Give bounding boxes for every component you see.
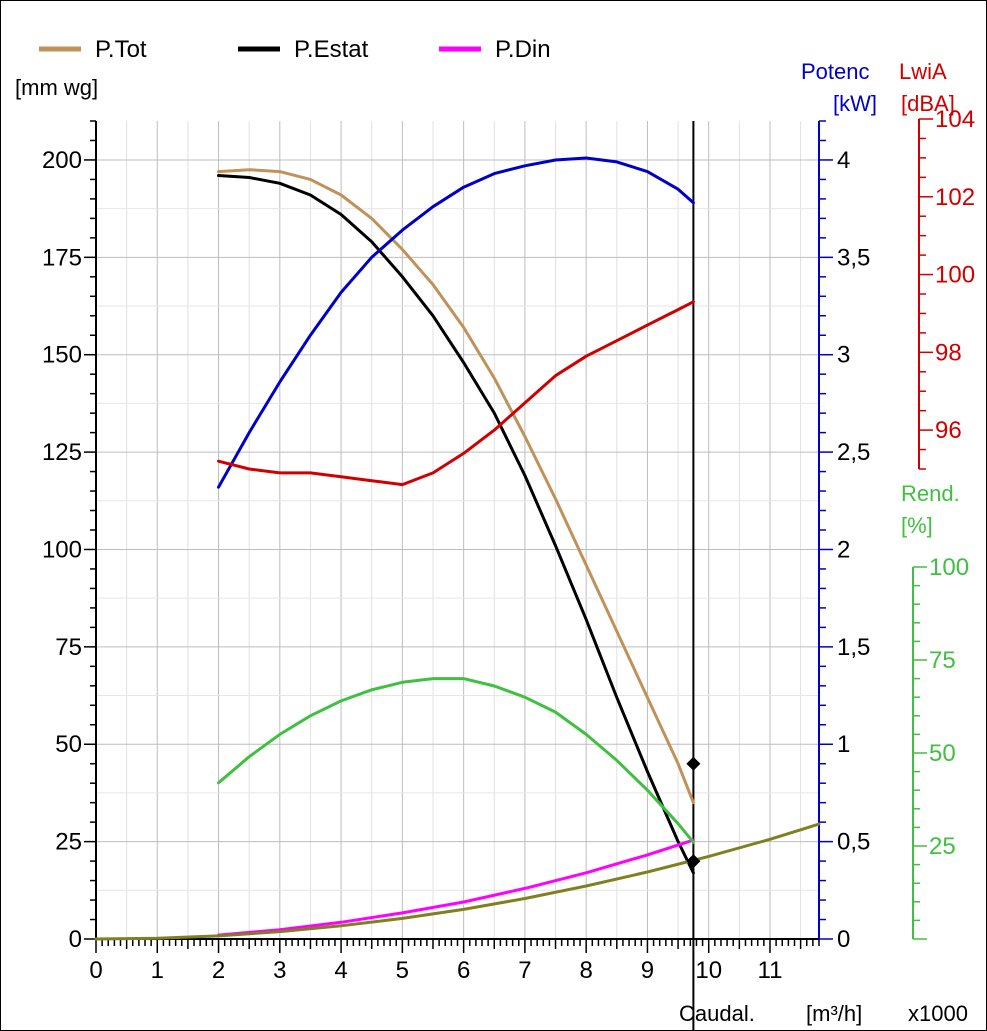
x-tick-label: 1 [151, 957, 164, 984]
sound-tick-label: 100 [935, 262, 975, 289]
efficiency-tick-label: 75 [929, 647, 956, 674]
power-tick-label: 3,5 [837, 244, 870, 271]
efficiency-tick-label: 50 [929, 740, 956, 767]
pressure-tick-label: 25 [55, 829, 82, 856]
sound-tick-label: 98 [935, 339, 962, 366]
operating-marker [686, 854, 701, 869]
efficiency-tick-label: 25 [929, 833, 956, 860]
power-tick-label: 2,5 [837, 439, 870, 466]
sound-tick-label: 96 [935, 417, 962, 444]
legend-label: P.Estat [294, 36, 369, 63]
series-line-p-tot [217, 168, 695, 805]
x-tick-label: 0 [89, 957, 102, 984]
sound-axis-unit: [dBA] [901, 91, 955, 116]
pressure-tick-label: 100 [42, 536, 82, 563]
x-tick-label: 6 [457, 957, 470, 984]
power-tick-label: 1,5 [837, 634, 870, 661]
efficiency-axis-unit: [%] [901, 513, 933, 538]
power-tick-label: 0 [837, 926, 850, 953]
series-line-p-estat [217, 174, 695, 875]
series-line-potenc [217, 156, 695, 489]
series-line-lwia [217, 300, 695, 487]
pressure-tick-label: 125 [42, 439, 82, 466]
legend-label: P.Din [495, 36, 551, 63]
series-line-p-din [217, 838, 695, 937]
power-axis-unit: [kW] [833, 91, 877, 116]
power-tick-label: 2 [837, 536, 850, 563]
efficiency-tick-label: 100 [929, 554, 969, 581]
power-tick-label: 3 [837, 342, 850, 369]
sound-tick-label: 104 [935, 106, 975, 133]
pressure-tick-label: 150 [42, 342, 82, 369]
power-tick-label: 1 [837, 731, 850, 758]
x-tick-label: 7 [518, 957, 531, 984]
x-tick-label: 9 [641, 957, 654, 984]
pressure-axis-unit: [mm wg] [15, 75, 98, 100]
x-axis-multiplier: x1000 [908, 1001, 968, 1026]
pressure-tick-label: 50 [55, 731, 82, 758]
series-line-curve-3 [94, 822, 821, 941]
efficiency-axis-label: Rend. [901, 481, 960, 506]
pressure-tick-label: 75 [55, 634, 82, 661]
x-tick-label: 3 [273, 957, 286, 984]
grid [96, 121, 819, 939]
x-tick-label: 5 [396, 957, 409, 984]
series [94, 156, 821, 941]
legend-label: P.Tot [95, 36, 147, 63]
x-tick-label: 8 [579, 957, 592, 984]
markers [686, 756, 701, 869]
series-line-rend- [217, 677, 695, 844]
pressure-tick-label: 0 [69, 926, 82, 953]
power-tick-label: 0,5 [837, 829, 870, 856]
x-axis-label: Caudal. [679, 1001, 755, 1026]
legend: P.Tot P.Estat P.Din [39, 36, 551, 63]
sound-tick-label: 102 [935, 184, 975, 211]
sound-axis-label: LwiA [899, 59, 947, 84]
x-tick-label: 10 [695, 957, 722, 984]
x-tick-label: 11 [758, 957, 783, 984]
x-tick-label: 2 [212, 957, 225, 984]
pressure-tick-label: 200 [42, 147, 82, 174]
axis-titles: [mm wg] Caudal. [m³/h] x1000 Potenc [kW] LwiA [… [15, 59, 968, 1026]
power-tick-label: 4 [837, 147, 850, 174]
pressure-tick-label: 175 [42, 244, 82, 271]
x-tick-label: 4 [334, 957, 347, 984]
power-axis-label: Potenc [801, 59, 870, 84]
operating-marker [686, 756, 701, 771]
x-axis-unit: [m³/h] [806, 1001, 862, 1026]
